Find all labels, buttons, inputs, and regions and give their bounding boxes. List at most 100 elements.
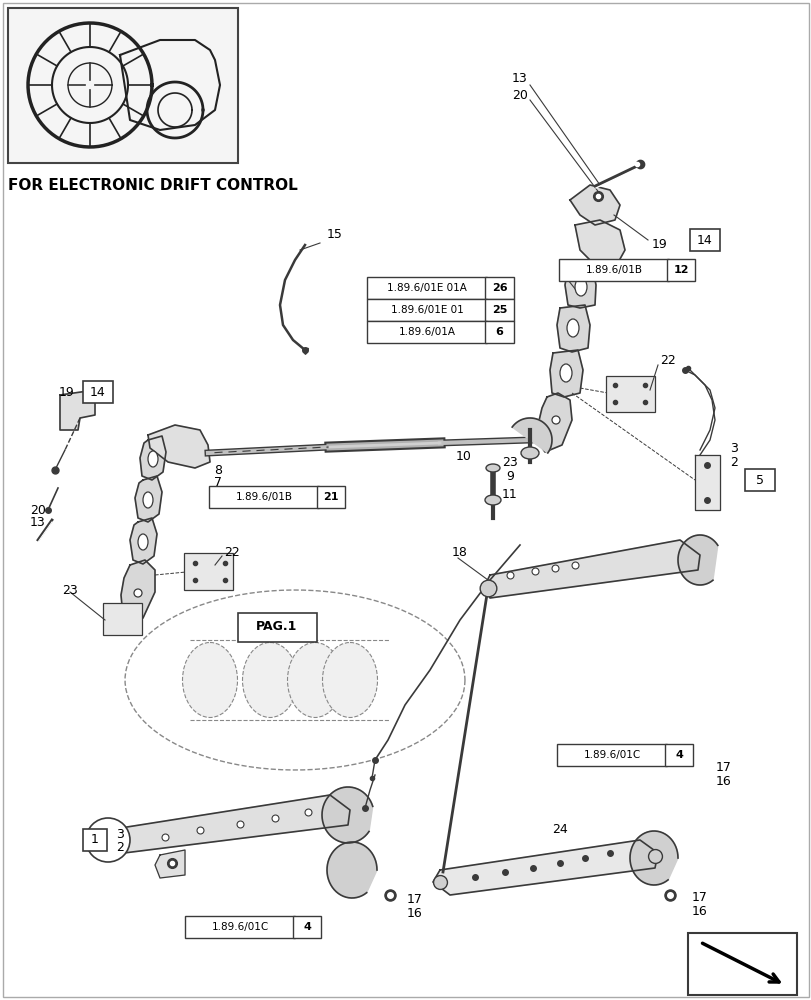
Ellipse shape bbox=[574, 278, 586, 296]
FancyBboxPatch shape bbox=[558, 259, 668, 281]
Ellipse shape bbox=[242, 643, 297, 718]
Polygon shape bbox=[155, 850, 185, 878]
Ellipse shape bbox=[134, 589, 142, 597]
Text: FOR ELECTRONIC DRIFT CONTROL: FOR ELECTRONIC DRIFT CONTROL bbox=[8, 178, 298, 193]
Text: 9: 9 bbox=[505, 471, 513, 484]
Ellipse shape bbox=[143, 492, 152, 508]
Text: 1.89.6/01A: 1.89.6/01A bbox=[398, 327, 455, 337]
Text: 17: 17 bbox=[691, 891, 707, 904]
Text: 14: 14 bbox=[90, 385, 105, 398]
Text: 8: 8 bbox=[214, 464, 221, 477]
Polygon shape bbox=[512, 418, 551, 453]
Polygon shape bbox=[327, 842, 376, 898]
Polygon shape bbox=[135, 476, 162, 522]
Text: 15: 15 bbox=[327, 229, 342, 241]
Text: 26: 26 bbox=[491, 283, 507, 293]
Text: 4: 4 bbox=[303, 922, 311, 932]
Text: 1.89.6/01B: 1.89.6/01B bbox=[235, 492, 292, 502]
Polygon shape bbox=[55, 115, 145, 148]
Polygon shape bbox=[538, 393, 571, 452]
Text: 1.89.6/01C: 1.89.6/01C bbox=[211, 922, 268, 932]
Polygon shape bbox=[694, 455, 719, 510]
FancyBboxPatch shape bbox=[605, 376, 654, 412]
Circle shape bbox=[86, 818, 130, 862]
Text: 3: 3 bbox=[116, 828, 124, 841]
Ellipse shape bbox=[182, 643, 237, 718]
Text: 1.89.6/01E 01A: 1.89.6/01E 01A bbox=[387, 283, 466, 293]
Polygon shape bbox=[556, 305, 590, 352]
FancyBboxPatch shape bbox=[367, 277, 487, 299]
Text: 23: 23 bbox=[62, 584, 78, 596]
Text: 10: 10 bbox=[456, 450, 471, 464]
Text: 21: 21 bbox=[323, 492, 338, 502]
FancyBboxPatch shape bbox=[184, 553, 233, 590]
Polygon shape bbox=[432, 840, 657, 895]
Text: PAG.1: PAG.1 bbox=[256, 620, 298, 634]
Text: 17: 17 bbox=[406, 893, 423, 906]
Polygon shape bbox=[130, 518, 157, 564]
Text: 1.89.6/01B: 1.89.6/01B bbox=[585, 265, 642, 275]
Polygon shape bbox=[564, 265, 595, 308]
Text: 1.89.6/01E 01: 1.89.6/01E 01 bbox=[390, 305, 463, 315]
FancyBboxPatch shape bbox=[83, 381, 113, 403]
Ellipse shape bbox=[484, 495, 500, 505]
Polygon shape bbox=[95, 795, 350, 855]
FancyBboxPatch shape bbox=[367, 321, 487, 343]
Text: 12: 12 bbox=[672, 265, 688, 275]
Ellipse shape bbox=[521, 447, 539, 459]
Text: 13: 13 bbox=[30, 516, 45, 530]
Text: 17: 17 bbox=[715, 761, 731, 774]
Text: 7: 7 bbox=[214, 476, 221, 488]
Text: 6: 6 bbox=[495, 327, 503, 337]
FancyBboxPatch shape bbox=[83, 829, 107, 851]
FancyBboxPatch shape bbox=[185, 916, 294, 938]
Text: 11: 11 bbox=[501, 488, 517, 502]
Polygon shape bbox=[569, 185, 620, 225]
Polygon shape bbox=[629, 831, 677, 885]
FancyBboxPatch shape bbox=[484, 321, 513, 343]
Polygon shape bbox=[322, 787, 372, 843]
Ellipse shape bbox=[560, 364, 571, 382]
Text: 14: 14 bbox=[697, 233, 712, 246]
Polygon shape bbox=[484, 540, 699, 598]
Polygon shape bbox=[148, 425, 210, 468]
Ellipse shape bbox=[566, 319, 578, 337]
FancyBboxPatch shape bbox=[484, 299, 513, 321]
FancyBboxPatch shape bbox=[666, 259, 694, 281]
Text: 19: 19 bbox=[59, 385, 75, 398]
Text: 20: 20 bbox=[512, 89, 527, 102]
Text: 13: 13 bbox=[512, 72, 527, 85]
Ellipse shape bbox=[486, 464, 500, 472]
FancyBboxPatch shape bbox=[484, 277, 513, 299]
FancyBboxPatch shape bbox=[664, 744, 692, 766]
FancyBboxPatch shape bbox=[367, 299, 487, 321]
Text: 3: 3 bbox=[729, 442, 737, 454]
Text: 1: 1 bbox=[91, 833, 99, 846]
Ellipse shape bbox=[148, 451, 158, 467]
Ellipse shape bbox=[322, 643, 377, 718]
Text: 2: 2 bbox=[729, 456, 737, 468]
Text: 4: 4 bbox=[674, 750, 682, 760]
FancyBboxPatch shape bbox=[744, 469, 774, 491]
Polygon shape bbox=[549, 350, 582, 397]
Polygon shape bbox=[121, 560, 155, 625]
FancyBboxPatch shape bbox=[556, 744, 666, 766]
Text: 19: 19 bbox=[651, 238, 667, 251]
FancyBboxPatch shape bbox=[208, 486, 319, 508]
Text: 16: 16 bbox=[715, 775, 731, 788]
Text: 2: 2 bbox=[116, 841, 124, 854]
FancyBboxPatch shape bbox=[689, 229, 719, 251]
Text: 1.89.6/01C: 1.89.6/01C bbox=[582, 750, 640, 760]
Polygon shape bbox=[677, 535, 717, 585]
Text: 5: 5 bbox=[755, 474, 763, 487]
Text: 24: 24 bbox=[551, 823, 567, 836]
Polygon shape bbox=[60, 390, 95, 430]
Text: 16: 16 bbox=[691, 905, 707, 918]
Polygon shape bbox=[139, 436, 165, 480]
Polygon shape bbox=[574, 220, 624, 268]
Text: 22: 22 bbox=[224, 546, 239, 558]
Text: 22: 22 bbox=[659, 354, 675, 366]
FancyBboxPatch shape bbox=[687, 933, 796, 995]
Text: 23: 23 bbox=[501, 456, 517, 468]
Text: 18: 18 bbox=[452, 546, 467, 558]
